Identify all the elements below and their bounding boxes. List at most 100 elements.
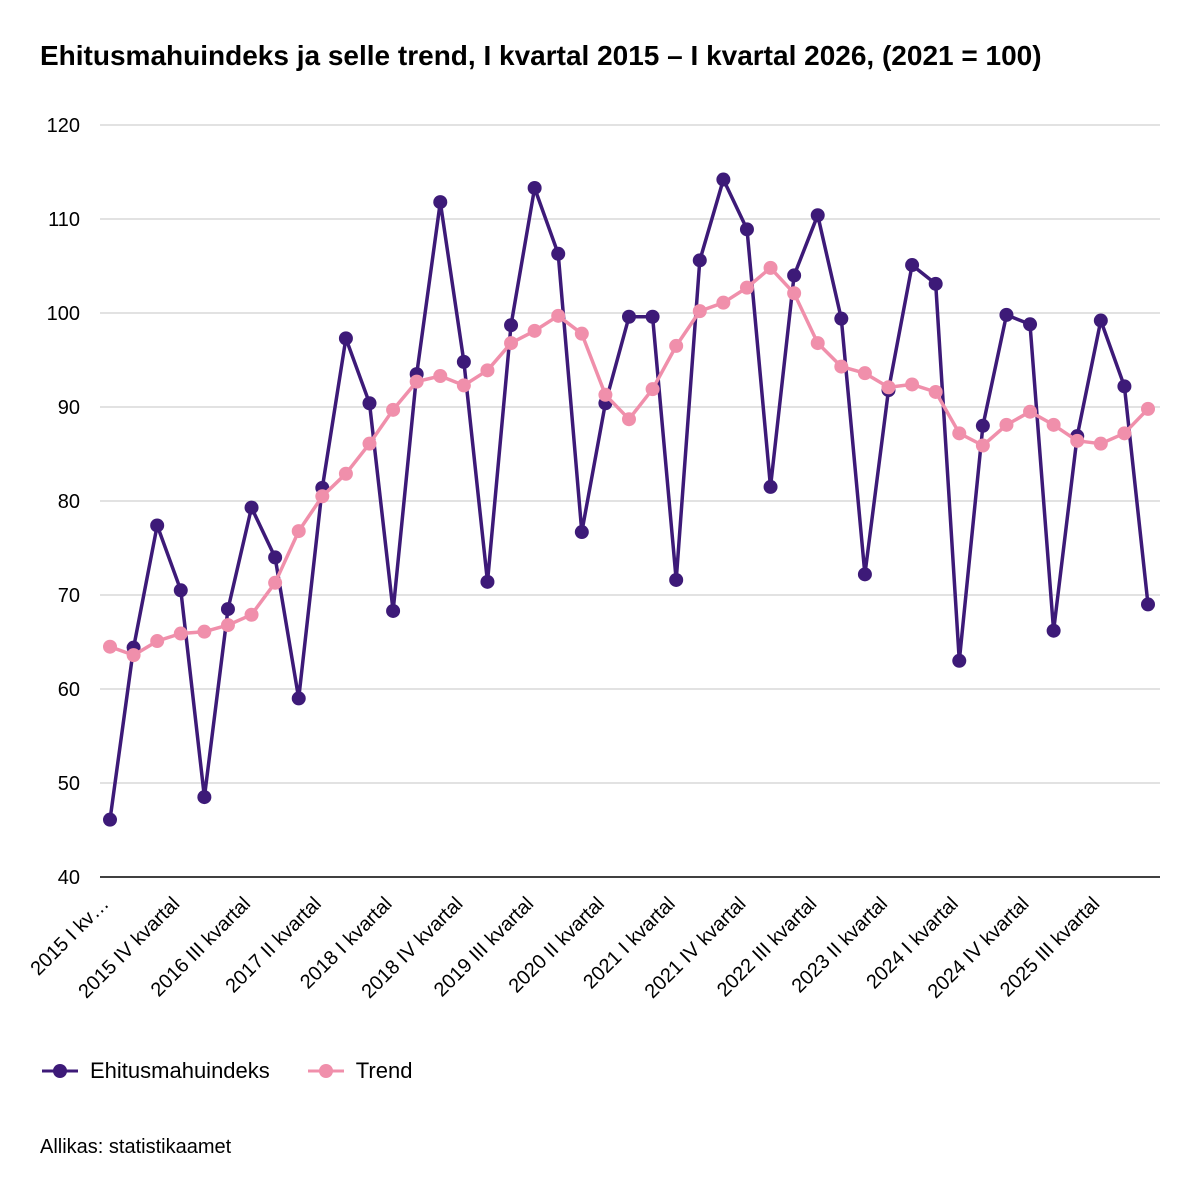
data-point-ehitusmahuindeks-5[interactable]	[220, 602, 235, 617]
data-point-trend-22[interactable]	[622, 412, 636, 427]
data-point-ehitusmahuindeks-19[interactable]	[551, 246, 566, 261]
data-point-trend-28[interactable]	[763, 260, 778, 275]
y-tick-label-50: 50	[58, 773, 80, 795]
data-point-trend-15[interactable]	[456, 378, 471, 393]
data-point-trend-1[interactable]	[126, 648, 141, 663]
data-point-trend-41[interactable]	[1070, 433, 1085, 448]
data-point-ehitusmahuindeks-12[interactable]	[386, 603, 401, 618]
data-point-trend-5[interactable]	[220, 618, 235, 633]
data-point-ehitusmahuindeks-15[interactable]	[456, 354, 471, 369]
data-point-ehitusmahuindeks-35[interactable]	[928, 276, 943, 291]
data-point-ehitusmahuindeks-11[interactable]	[362, 396, 377, 411]
data-point-ehitusmahuindeks-8[interactable]	[291, 691, 306, 706]
data-point-trend-9[interactable]	[315, 489, 330, 504]
data-point-trend-39[interactable]	[1023, 404, 1038, 419]
data-point-trend-25[interactable]	[692, 304, 707, 319]
y-tick-label-120: 120	[47, 115, 80, 137]
data-point-ehitusmahuindeks-34[interactable]	[905, 258, 920, 273]
line-chart: 40 50 60 70 80 90 100 110 120 2015 I kv…2015 IV …	[26, 115, 1160, 1003]
data-point-trend-19[interactable]	[551, 308, 566, 323]
data-point-trend-13[interactable]	[409, 374, 424, 389]
data-point-ehitusmahuindeks-17[interactable]	[504, 318, 519, 333]
data-point-trend-4[interactable]	[197, 624, 212, 639]
data-point-ehitusmahuindeks-16[interactable]	[480, 574, 495, 589]
data-point-trend-37[interactable]	[975, 438, 990, 453]
legend-item-trend[interactable]: Trend	[306, 1058, 413, 1084]
data-point-ehitusmahuindeks-29[interactable]	[787, 268, 802, 283]
data-point-ehitusmahuindeks-23[interactable]	[645, 309, 660, 324]
data-point-trend-14[interactable]	[433, 368, 448, 383]
data-point-ehitusmahuindeks-2[interactable]	[150, 518, 165, 533]
data-point-ehitusmahuindeks-4[interactable]	[197, 790, 212, 805]
data-point-trend-33[interactable]	[881, 380, 896, 395]
data-point-ehitusmahuindeks-18[interactable]	[527, 180, 542, 195]
grid-lines	[100, 124, 1160, 784]
data-point-trend-31[interactable]	[834, 359, 849, 374]
data-point-trend-2[interactable]	[150, 634, 165, 649]
data-point-trend-23[interactable]	[645, 382, 660, 397]
data-point-ehitusmahuindeks-42[interactable]	[1093, 313, 1108, 328]
data-point-trend-11[interactable]	[362, 436, 377, 451]
data-point-trend-26[interactable]	[716, 295, 731, 310]
data-point-ehitusmahuindeks-38[interactable]	[999, 307, 1014, 322]
data-point-ehitusmahuindeks-32[interactable]	[857, 567, 872, 582]
series-trend	[103, 260, 1155, 663]
data-point-ehitusmahuindeks-30[interactable]	[810, 208, 825, 223]
data-point-ehitusmahuindeks-26[interactable]	[716, 172, 731, 187]
data-point-trend-3[interactable]	[173, 626, 188, 641]
data-point-trend-8[interactable]	[291, 524, 306, 539]
data-point-ehitusmahuindeks-40[interactable]	[1046, 623, 1061, 638]
data-point-trend-21[interactable]	[598, 387, 613, 402]
data-point-ehitusmahuindeks-24[interactable]	[669, 572, 684, 587]
data-point-trend-18[interactable]	[527, 323, 542, 338]
data-point-ehitusmahuindeks-10[interactable]	[338, 331, 353, 346]
data-point-trend-35[interactable]	[928, 384, 943, 399]
data-point-trend-16[interactable]	[480, 363, 495, 378]
y-tick-label-100: 100	[47, 303, 80, 325]
data-point-trend-7[interactable]	[268, 575, 283, 590]
data-point-trend-36[interactable]	[952, 426, 967, 441]
legend-marker-trend	[307, 1064, 344, 1078]
y-tick-label-40: 40	[58, 867, 80, 889]
data-point-ehitusmahuindeks-31[interactable]	[834, 311, 849, 326]
data-point-trend-12[interactable]	[386, 402, 401, 417]
data-point-ehitusmahuindeks-0[interactable]	[103, 812, 117, 827]
legend-item-ehitusmahuindeks[interactable]: Ehitusmahuindeks	[40, 1058, 270, 1084]
data-point-trend-29[interactable]	[787, 286, 802, 301]
data-point-trend-40[interactable]	[1046, 417, 1061, 432]
legend-label-trend: Trend	[355, 1058, 413, 1083]
y-tick-label-90: 90	[58, 397, 80, 419]
y-axis-ticks: 40 50 60 70 80 90 100 110 120	[47, 115, 80, 889]
data-point-ehitusmahuindeks-27[interactable]	[739, 222, 754, 237]
data-point-ehitusmahuindeks-7[interactable]	[268, 550, 283, 565]
data-point-trend-0[interactable]	[103, 639, 117, 654]
data-point-trend-42[interactable]	[1093, 436, 1108, 451]
data-point-trend-10[interactable]	[338, 466, 353, 481]
data-point-ehitusmahuindeks-25[interactable]	[692, 253, 707, 268]
data-point-trend-20[interactable]	[574, 326, 589, 341]
data-point-trend-38[interactable]	[999, 417, 1014, 432]
y-tick-label-60: 60	[58, 679, 80, 701]
data-point-trend-30[interactable]	[810, 336, 825, 351]
data-point-ehitusmahuindeks-37[interactable]	[975, 418, 990, 433]
data-point-ehitusmahuindeks-14[interactable]	[433, 195, 448, 210]
series-line-trend	[109, 266, 1150, 657]
data-point-trend-24[interactable]	[669, 338, 684, 353]
data-point-trend-17[interactable]	[504, 336, 519, 351]
data-point-ehitusmahuindeks-39[interactable]	[1023, 317, 1038, 332]
data-point-ehitusmahuindeks-22[interactable]	[622, 309, 636, 324]
data-point-ehitusmahuindeks-20[interactable]	[574, 525, 589, 540]
data-point-ehitusmahuindeks-3[interactable]	[173, 583, 188, 598]
data-point-ehitusmahuindeks-36[interactable]	[952, 653, 967, 668]
data-point-trend-43[interactable]	[1117, 426, 1132, 441]
data-point-trend-44[interactable]	[1141, 401, 1155, 416]
data-point-ehitusmahuindeks-44[interactable]	[1141, 597, 1155, 612]
data-point-ehitusmahuindeks-43[interactable]	[1117, 379, 1132, 394]
y-tick-label-70: 70	[58, 585, 80, 607]
data-point-trend-34[interactable]	[905, 377, 920, 392]
data-point-ehitusmahuindeks-6[interactable]	[244, 500, 259, 515]
data-point-trend-27[interactable]	[739, 280, 754, 295]
data-point-ehitusmahuindeks-28[interactable]	[763, 479, 778, 494]
data-point-trend-32[interactable]	[857, 366, 872, 381]
data-point-trend-6[interactable]	[244, 607, 259, 622]
